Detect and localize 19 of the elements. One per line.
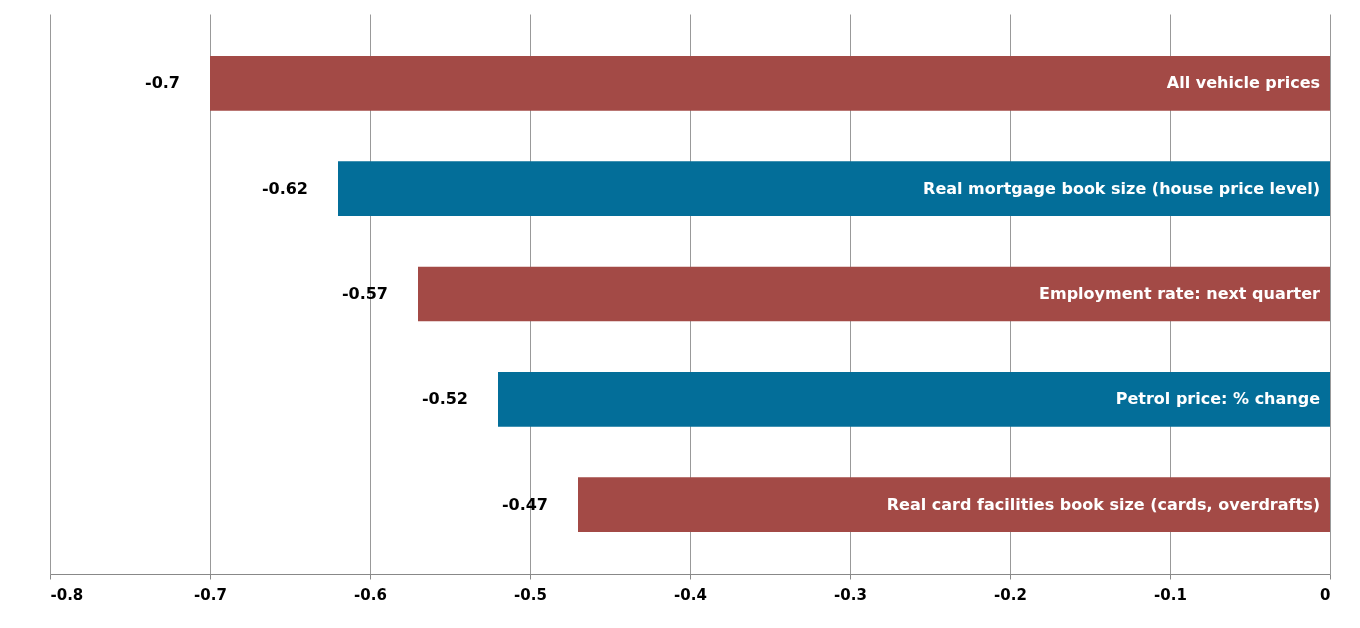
data-label: -0.57 — [341, 284, 388, 303]
x-tick-label: -0.1 — [1154, 585, 1187, 604]
y-tick-label: Real mortgage book size (house price level) — [923, 178, 1320, 198]
y-tick-label: All vehicle prices — [1166, 73, 1320, 93]
x-tick-label: -0.8 — [50, 585, 84, 604]
y-tick-label: Petrol price: % change — [1115, 389, 1321, 409]
y-tick-label: Real card facilities book size (cards, overdrafts) — [886, 494, 1320, 514]
data-label: -0.7 — [145, 73, 180, 93]
x-tick-label: -0.7 — [194, 585, 227, 604]
data-label: -0.62 — [261, 178, 308, 198]
x-tick-label: -0.3 — [834, 585, 867, 604]
data-label: -0.47 — [501, 494, 548, 514]
x-tick-label: -0.2 — [994, 585, 1027, 604]
x-tick-label: -0.6 — [354, 585, 387, 604]
y-tick-label: Employment rate: next quarter — [1039, 284, 1321, 303]
x-tick-label: -0.5 — [514, 585, 547, 604]
data-label: -0.52 — [421, 389, 468, 409]
x-tick-label: 0 — [1320, 585, 1331, 604]
x-tick-label: -0.4 — [674, 585, 707, 604]
